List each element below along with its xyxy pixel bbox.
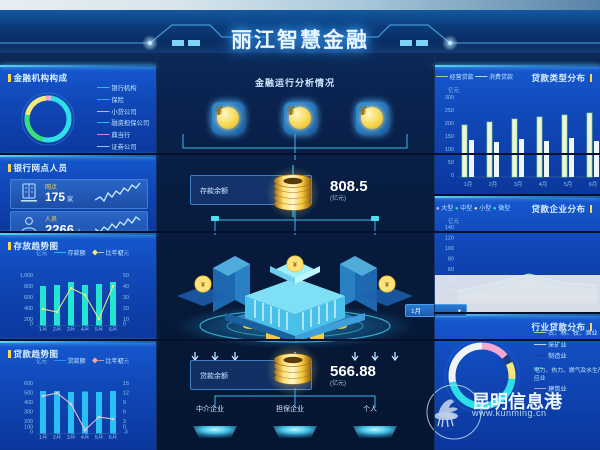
svg-text:6: 6 (123, 410, 126, 416)
svg-text:800: 800 (24, 284, 33, 290)
svg-text:400: 400 (24, 400, 33, 406)
svg-text:5月: 5月 (95, 434, 103, 439)
svg-text:300: 300 (445, 95, 454, 101)
svg-text:80: 80 (448, 257, 454, 263)
svg-text:¥: ¥ (201, 282, 205, 289)
svg-text:600: 600 (24, 381, 33, 387)
svg-text:150: 150 (445, 134, 454, 140)
svg-text:120: 120 (445, 236, 454, 242)
svg-text:0: 0 (30, 430, 33, 436)
svg-text:600: 600 (24, 295, 33, 301)
svg-text:500: 500 (24, 391, 33, 397)
svg-text:0: 0 (30, 322, 33, 328)
svg-text:4月: 4月 (81, 326, 89, 331)
svg-text:20: 20 (123, 306, 129, 312)
svg-text:12: 12 (123, 391, 129, 397)
svg-text:1月: 1月 (39, 326, 47, 331)
svg-text:100: 100 (445, 246, 454, 252)
svg-text:1,000: 1,000 (20, 273, 33, 279)
svg-text:0: 0 (451, 173, 454, 179)
svg-text:0: 0 (123, 322, 126, 328)
svg-text:6月: 6月 (589, 181, 598, 188)
svg-text:300: 300 (24, 410, 33, 416)
svg-text:15: 15 (123, 381, 129, 387)
svg-text:50: 50 (448, 160, 454, 166)
svg-text:400: 400 (24, 306, 33, 312)
svg-text:5月: 5月 (95, 326, 103, 331)
svg-text:4月: 4月 (539, 181, 548, 188)
svg-text:60: 60 (448, 267, 454, 273)
svg-text:250: 250 (445, 108, 454, 114)
svg-text:-3: -3 (123, 430, 128, 436)
svg-text:3月: 3月 (67, 434, 75, 439)
svg-text:2月: 2月 (489, 181, 498, 188)
svg-text:6月: 6月 (109, 326, 117, 331)
svg-text:200: 200 (445, 121, 454, 127)
svg-text:3月: 3月 (67, 326, 75, 331)
svg-text:6月: 6月 (109, 434, 117, 439)
svg-text:2月: 2月 (53, 326, 61, 331)
svg-text:¥: ¥ (293, 262, 297, 269)
svg-text:¥: ¥ (385, 282, 389, 289)
svg-text:1月: 1月 (464, 181, 473, 188)
svg-text:4月: 4月 (81, 434, 89, 439)
svg-text:40: 40 (123, 284, 129, 290)
svg-text:2月: 2月 (53, 434, 61, 439)
svg-text:50: 50 (123, 273, 129, 279)
svg-text:3月: 3月 (514, 181, 523, 188)
svg-text:1月: 1月 (39, 434, 47, 439)
svg-text:5月: 5月 (564, 181, 573, 188)
svg-text:30: 30 (123, 295, 129, 301)
svg-text:9: 9 (123, 400, 126, 406)
